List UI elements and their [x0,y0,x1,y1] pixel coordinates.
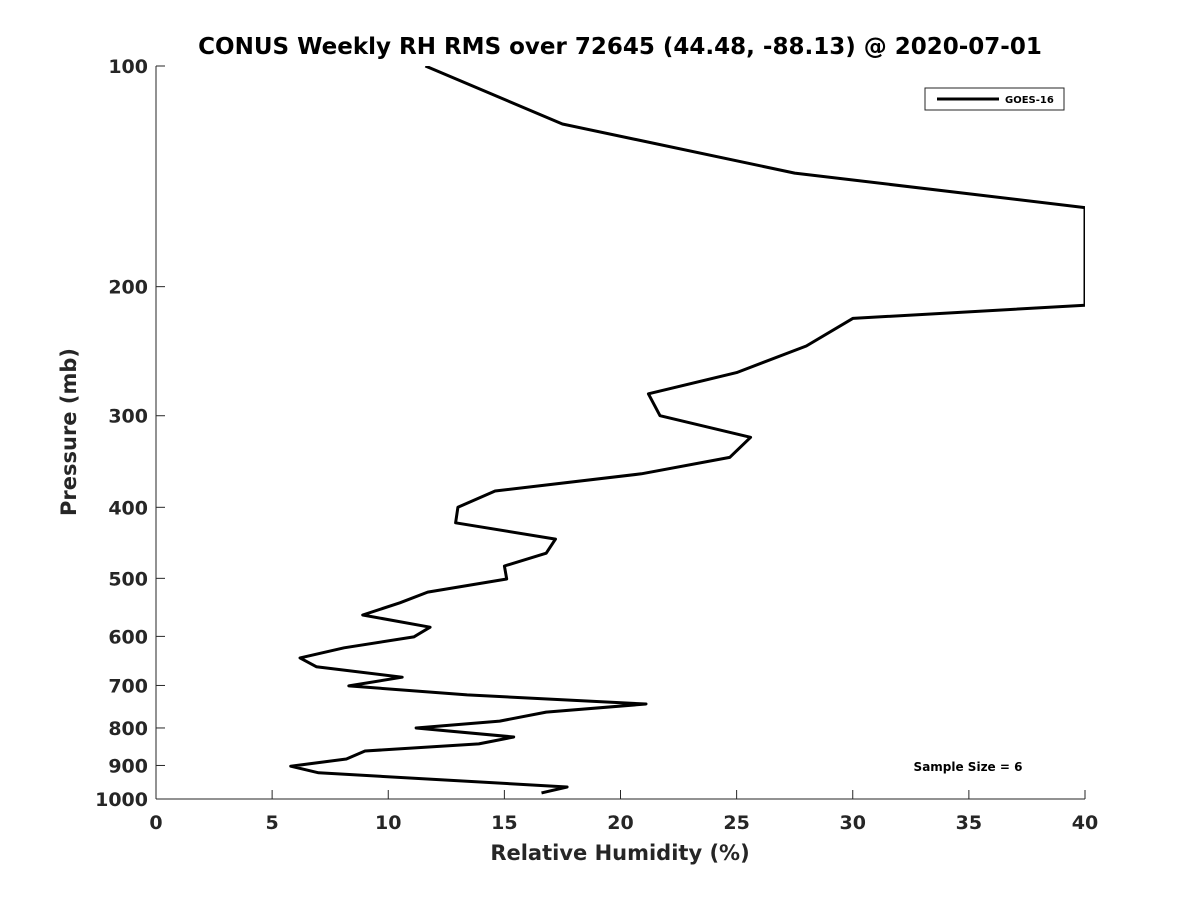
x-tick-label: 35 [956,812,982,834]
y-tick-label: 700 [108,675,148,697]
x-tick-label: 5 [266,812,279,834]
x-axis-label: Relative Humidity (%) [490,841,749,865]
series-layer [289,66,1085,795]
y-tick-label: 200 [108,277,148,299]
x-tick-label: 30 [840,812,866,834]
x-tick-label: 25 [723,812,749,834]
legend-label-goes-16: GOES-16 [1005,95,1054,106]
chart-title: CONUS Weekly RH RMS over 72645 (44.48, -… [198,34,1042,60]
x-tick-label: 40 [1072,812,1098,834]
y-tick-label: 800 [108,718,148,740]
y-tick-label: 500 [108,568,148,590]
y-tick-label: 100 [108,56,148,78]
sample-size-annotation: Sample Size = 6 [914,760,1023,774]
y-tick-label: 900 [108,755,148,777]
series-line-goes-16 [289,66,1085,795]
y-tick-label: 600 [108,626,148,648]
legend: GOES-16 [924,87,1065,111]
y-tick-label: 300 [108,406,148,428]
x-tick-label: 0 [149,812,162,834]
y-tick-label: 400 [108,497,148,519]
x-tick-label: 20 [607,812,633,834]
y-tick-label: 1000 [95,789,148,811]
axes: 0 5 10 15 20 25 30 35 40 100 200 300 400 500 600 700 800… [95,56,1098,834]
x-tick-label: 10 [375,812,401,834]
x-tick-label: 15 [491,812,517,834]
y-axis-label: Pressure (mb) [57,348,81,516]
